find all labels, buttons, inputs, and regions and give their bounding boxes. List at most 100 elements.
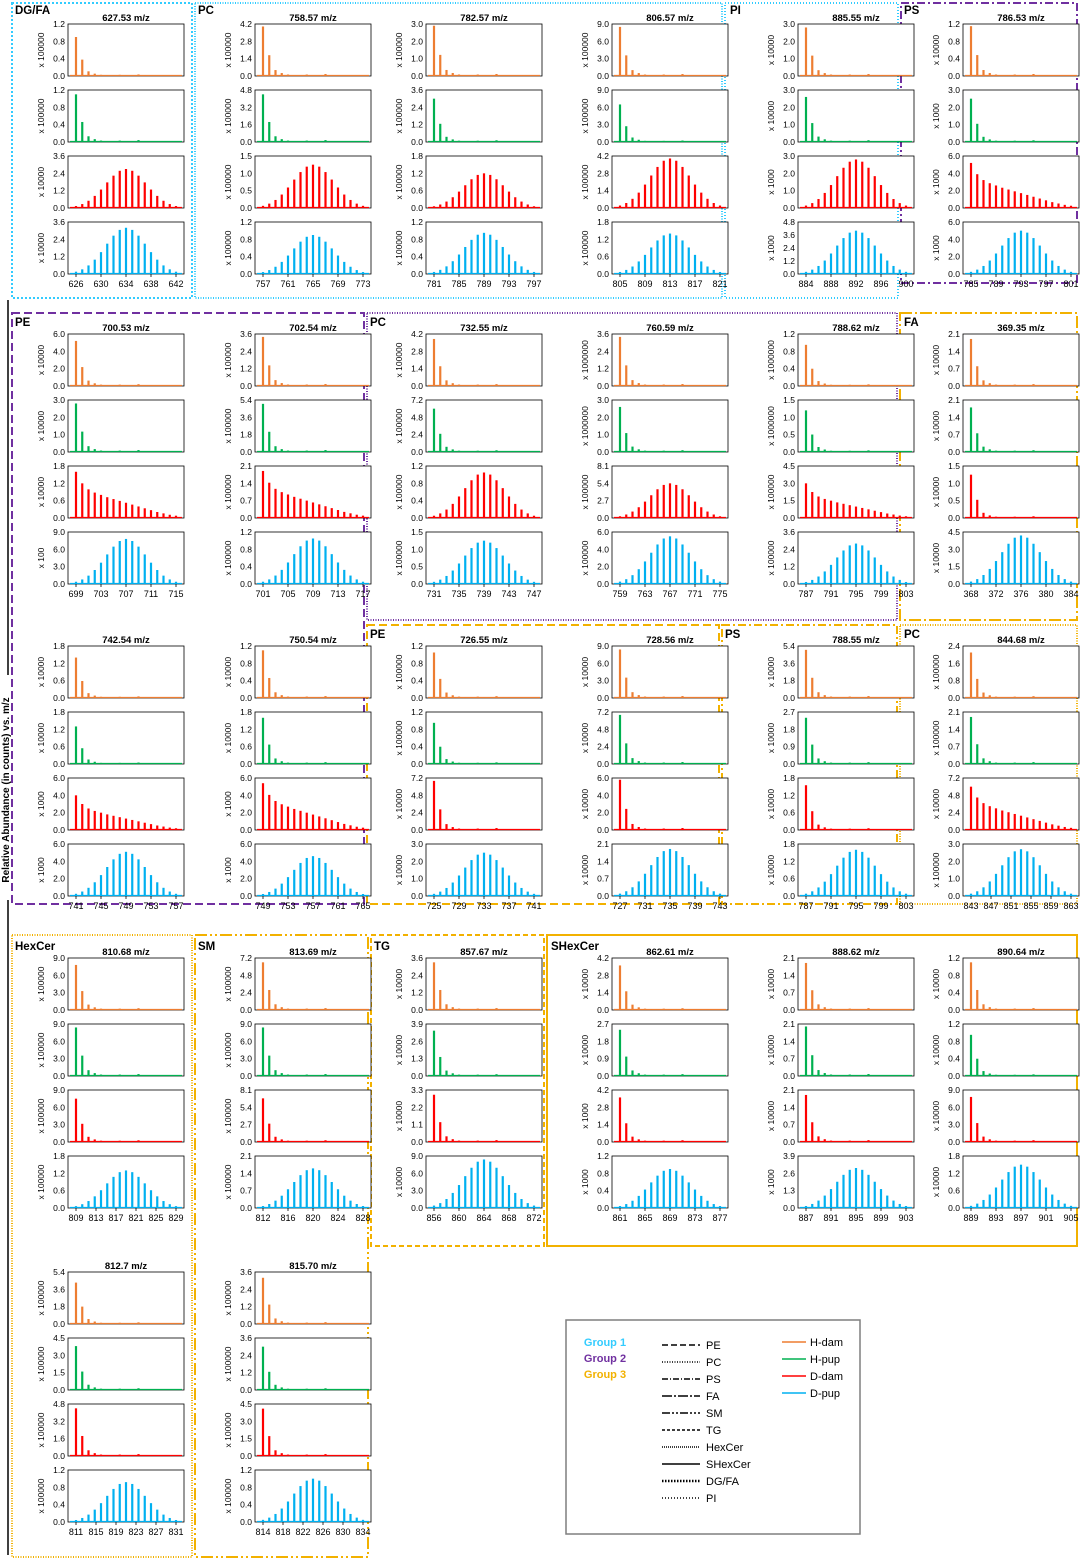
x-tick-label: 384: [1063, 589, 1078, 599]
spectrum-panel: 728.56 m/z 0.0 3.0 6.0 9.0 x 10000 0.0 2.4 4.8 7.…: [580, 635, 729, 911]
y-tick-label: 0.8: [948, 36, 960, 46]
y-tick-label: 3.0: [783, 151, 795, 161]
y-tick-label: 3.0: [948, 85, 960, 95]
plot-frame: [67, 1271, 185, 1325]
panel-title: 702.54 m/z: [289, 323, 337, 334]
plot-frame: [254, 89, 372, 143]
y-tick-label: 4.8: [783, 217, 795, 227]
y-tick-label: 0.0: [53, 891, 65, 901]
x-tick-label: 823: [128, 1527, 143, 1537]
plot-frame: [254, 711, 372, 765]
series-subplot: 0.0 0.5 1.0 1.5 x 100000: [394, 527, 543, 589]
y-tick-label: 2.1: [948, 395, 960, 405]
plot-frame: [797, 399, 915, 453]
series-subplot: 0.0 1.2 2.4 3.6 x 10000: [36, 151, 185, 213]
y-unit-label: x 100000: [223, 474, 233, 509]
y-unit-label: x 1000: [580, 1169, 590, 1195]
x-tick-label: 707: [118, 589, 133, 599]
series-subplot: 0.0 3.0 6.0 9.0 x 100000: [36, 1019, 185, 1081]
x-tick-label: 791: [823, 901, 838, 911]
x-tick-label: 789: [476, 279, 491, 289]
plot-frame: [611, 957, 729, 1011]
y-tick-label: 1.2: [240, 217, 252, 227]
plot-frame: [67, 23, 185, 77]
legend-series-label: H-pup: [810, 1354, 840, 1366]
series-subplot: 0.0 1.0 2.0 3.0 x 1000000: [580, 395, 729, 457]
y-tick-label: 2.0: [53, 364, 65, 374]
y-tick-label: 1.0: [783, 412, 795, 422]
y-tick-label: 0.0: [240, 1203, 252, 1213]
series-subplot: 0.0 0.4 0.8 1.2 x 100000: [394, 217, 543, 279]
y-unit-label: x 10000: [931, 411, 941, 442]
x-tick-label: 797: [1038, 279, 1053, 289]
y-tick-label: 1.4: [240, 478, 252, 488]
y-tick-label: 2.4: [411, 808, 423, 818]
y-tick-label: 3.0: [948, 839, 960, 849]
y-tick-label: 1.4: [411, 364, 423, 374]
x-tick-label: 811: [69, 1527, 83, 1537]
y-tick-label: 4.8: [411, 790, 423, 800]
y-tick-label: 0.0: [597, 269, 609, 279]
y-unit-label: x 10000: [766, 35, 776, 66]
y-tick-label: 2.4: [411, 102, 423, 112]
y-tick-label: 2.0: [783, 102, 795, 112]
y-tick-label: 3.0: [597, 676, 609, 686]
y-tick-label: 1.1: [411, 1120, 423, 1130]
y-unit-label: x 100000: [36, 1478, 46, 1513]
y-tick-label: 0.0: [411, 381, 423, 391]
y-tick-label: 2.0: [948, 252, 960, 262]
x-tick-label: 793: [1013, 279, 1028, 289]
y-tick-label: 0.4: [411, 676, 423, 686]
plot-frame: [67, 1403, 185, 1457]
y-tick-label: 6.0: [53, 773, 65, 783]
frame-dgfa: [11, 2, 193, 299]
y-tick-label: 0.0: [783, 203, 795, 213]
plot-frame: [254, 1271, 372, 1325]
y-tick-label: 6.0: [240, 1036, 252, 1046]
series-subplot: 0.0 1.5 3.0 4.5 x 10000: [931, 527, 1080, 589]
x-tick-label: 745: [93, 901, 108, 911]
y-tick-label: 1.2: [948, 953, 960, 963]
y-tick-label: 2.0: [411, 856, 423, 866]
x-tick-label: 731: [426, 589, 441, 599]
y-unit-label: x 100000: [223, 1346, 233, 1381]
x-tick-label: 747: [526, 589, 541, 599]
spectra-panels: 627.53 m/z 0.0 0.4 0.8 1.2 x 100000 0.0 0.4 0.8 1…: [36, 13, 1080, 1537]
y-unit-label: x 100000: [223, 32, 233, 67]
y-tick-label: 1.0: [411, 874, 423, 884]
y-tick-label: 1.5: [240, 151, 252, 161]
plot-frame: [797, 1089, 915, 1143]
y-tick-label: 2.1: [597, 839, 609, 849]
y-tick-label: 0.7: [948, 742, 960, 752]
y-tick-label: 0.0: [597, 579, 609, 589]
y-unit-label: x 10000: [766, 789, 776, 820]
panel-title: 813.69 m/z: [289, 947, 337, 958]
y-tick-label: 0.0: [240, 1385, 252, 1395]
y-tick-label: 0.0: [948, 693, 960, 703]
y-unit-label: x 10000: [36, 233, 46, 264]
y-tick-label: 0.4: [948, 988, 960, 998]
x-tick-label: 809: [68, 1213, 83, 1223]
y-unit-label: x 10000: [580, 1035, 590, 1066]
x-tick-label: 727: [612, 901, 627, 911]
y-tick-label: 0.0: [53, 693, 65, 703]
x-tick-label: 815: [88, 1527, 103, 1537]
y-tick-label: 0.0: [240, 825, 252, 835]
series-subplot: 0.0 1.8 3.6 5.4 x 100000: [36, 1267, 185, 1329]
y-tick-label: 3.2: [240, 102, 252, 112]
y-unit-label: x 10000: [931, 789, 941, 820]
y-tick-label: 3.3: [411, 1085, 423, 1095]
y-tick-label: 0.0: [240, 1319, 252, 1329]
y-tick-label: 1.8: [597, 1036, 609, 1046]
plot-frame: [611, 645, 729, 699]
y-tick-label: 3.0: [783, 19, 795, 29]
y-tick-label: 1.8: [53, 1151, 65, 1161]
y-tick-label: 0.0: [948, 1203, 960, 1213]
x-tick-label: 749: [118, 901, 133, 911]
y-tick-label: 1.2: [240, 1465, 252, 1475]
y-tick-label: 6.0: [53, 329, 65, 339]
y-tick-label: 2.4: [783, 243, 795, 253]
x-tick-label: 861: [612, 1213, 627, 1223]
x-tick-label: 715: [168, 589, 183, 599]
x-tick-label: 799: [873, 589, 888, 599]
